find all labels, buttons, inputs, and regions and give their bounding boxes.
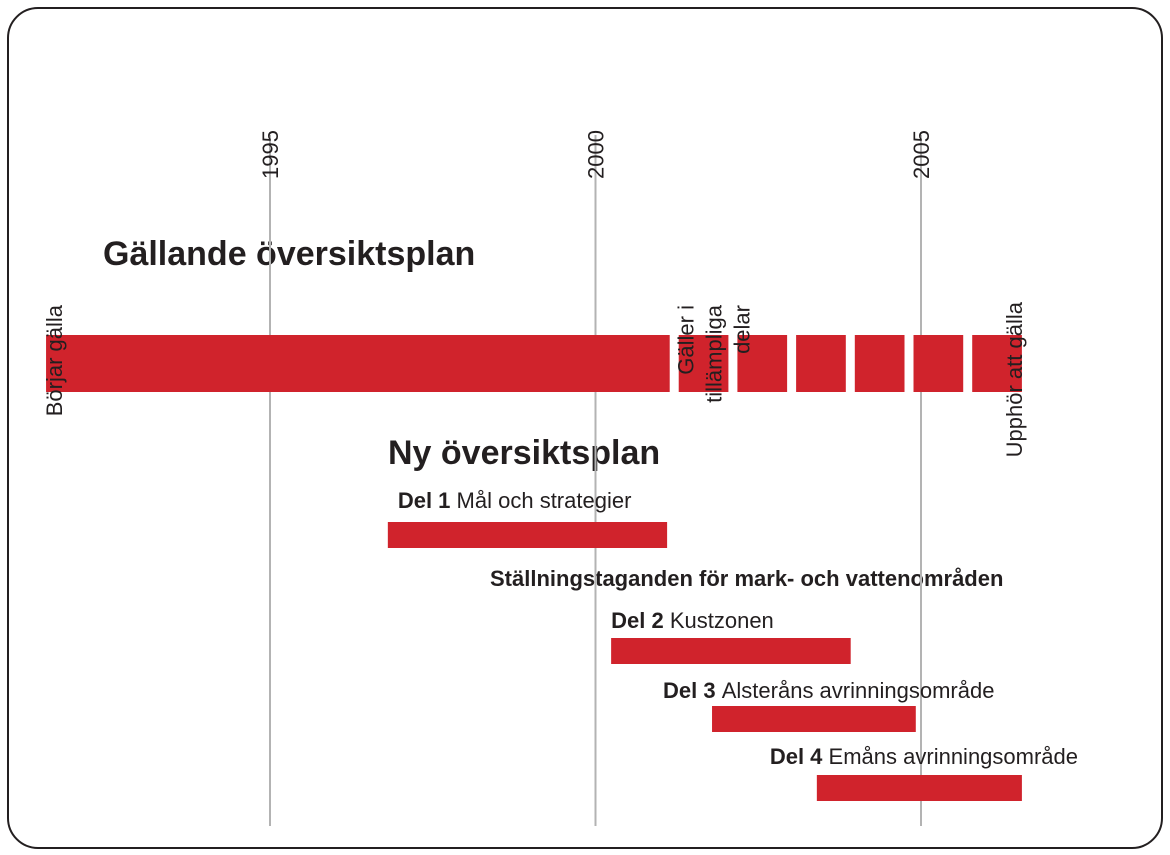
part-name: Kustzonen (670, 608, 774, 633)
partial-validity-block (737, 335, 788, 392)
x-tick-label: 2005 (909, 130, 934, 179)
part-bar (611, 638, 851, 664)
x-tick-label: 2000 (584, 130, 609, 179)
part-bar (387, 522, 668, 548)
frame (7, 7, 1163, 849)
part-bar (816, 775, 1022, 801)
new-plan-title: Ny översiktsplan (388, 434, 660, 472)
annotation: Gäller i (674, 305, 699, 375)
part-name: Emåns avrinningsområde (829, 744, 1078, 769)
part-number: Del 1 (398, 488, 451, 513)
part-label: Del 2 Kustzonen (611, 608, 774, 633)
partial-validity-block (796, 335, 846, 392)
annotation: Börjar gälla (42, 304, 67, 416)
part-number: Del 3 (663, 678, 716, 703)
partial-validity-block (678, 335, 729, 392)
part-name: Mål och strategier (457, 488, 632, 513)
part-name: Alsteråns avrinningsområde (722, 678, 995, 703)
annotation: Upphör att gälla (1002, 301, 1027, 457)
partial-validity-block (854, 335, 905, 392)
current-plan-bar (46, 335, 670, 392)
partial-validity-block (913, 335, 964, 392)
part-label: Del 4 Emåns avrinningsområde (770, 744, 1078, 769)
part-label: Del 1 Mål och strategier (398, 488, 632, 513)
current-plan-title: Gällande översiktsplan (103, 235, 475, 273)
group-label: Ställningstaganden för mark- och vatteno… (490, 566, 1003, 591)
partial-validity-block (972, 335, 1022, 392)
part-number: Del 2 (611, 608, 664, 633)
part-label: Del 3 Alsteråns avrinningsområde (663, 678, 994, 703)
annotation: delar (730, 305, 755, 354)
x-tick-label: 1995 (258, 130, 283, 179)
part-bar (712, 706, 916, 732)
annotation: tillämpliga (702, 304, 727, 403)
part-number: Del 4 (770, 744, 823, 769)
